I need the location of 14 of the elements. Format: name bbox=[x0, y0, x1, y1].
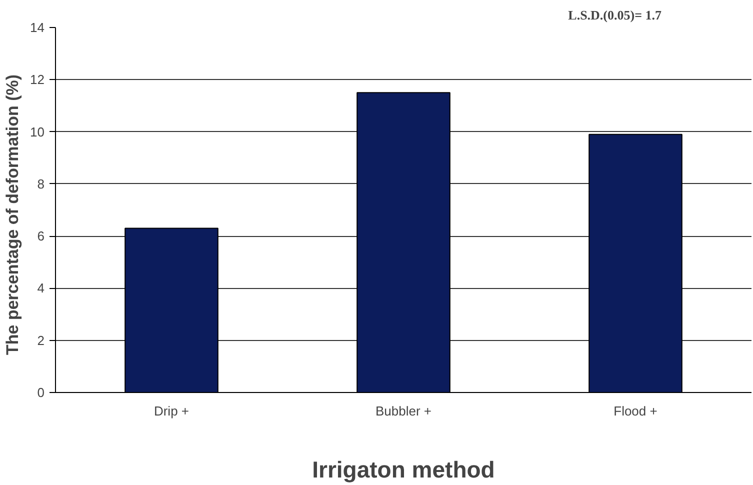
y-tick-label: 10 bbox=[30, 124, 45, 140]
y-tick-label: 0 bbox=[37, 385, 45, 400]
text: L.S.D.(0.05)= 1.7 bbox=[568, 8, 662, 22]
y-tick-label: 8 bbox=[37, 176, 45, 192]
x-tick-label: Flood + bbox=[614, 404, 658, 418]
y-tick-label: 12 bbox=[30, 72, 45, 88]
x-axis-title: Irrigaton method bbox=[312, 456, 495, 482]
y-tick-label: 14 bbox=[30, 20, 45, 35]
y-tick-label: 6 bbox=[37, 228, 45, 244]
y-tick-label: 2 bbox=[37, 332, 45, 348]
y-axis-title: The percentage of deformation (%) bbox=[3, 74, 22, 355]
y-tick-label: 4 bbox=[37, 280, 45, 296]
x-tick-label: Bubbler + bbox=[375, 404, 432, 418]
x-tick-label: Drip + bbox=[154, 404, 190, 418]
